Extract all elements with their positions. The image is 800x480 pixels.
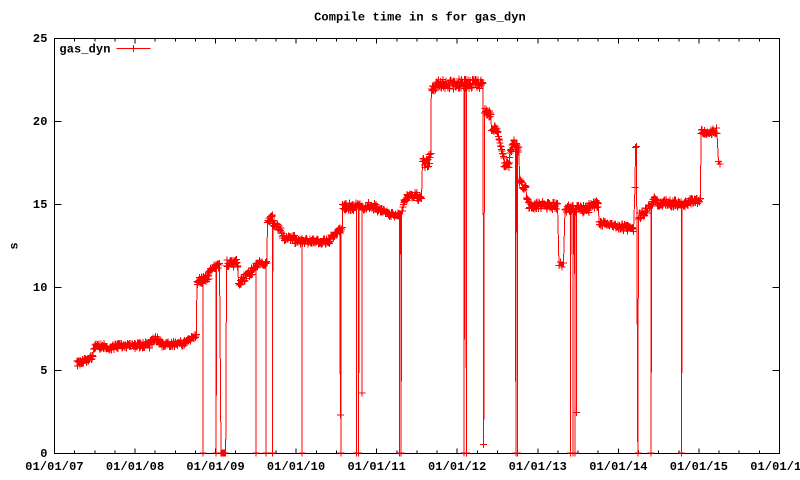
svg-text:20: 20 — [33, 115, 48, 129]
svg-text:10: 10 — [33, 281, 48, 295]
svg-text:0: 0 — [40, 447, 47, 461]
svg-text:01/01/07: 01/01/07 — [25, 460, 83, 474]
svg-text:Compile time in s for gas_dyn: Compile time in s for gas_dyn — [314, 11, 526, 25]
svg-text:01/01/12: 01/01/12 — [428, 460, 486, 474]
svg-text:01/01/16: 01/01/16 — [750, 460, 800, 474]
svg-text:01/01/13: 01/01/13 — [509, 460, 567, 474]
svg-text:01/01/10: 01/01/10 — [267, 460, 325, 474]
svg-text:01/01/14: 01/01/14 — [589, 460, 647, 474]
svg-text:5: 5 — [40, 364, 47, 378]
svg-text:01/01/15: 01/01/15 — [670, 460, 728, 474]
svg-text:01/01/11: 01/01/11 — [347, 460, 405, 474]
svg-text:gas_dyn: gas_dyn — [59, 42, 110, 56]
svg-text:01/01/08: 01/01/08 — [106, 460, 164, 474]
svg-text:s: s — [8, 242, 22, 249]
svg-text:25: 25 — [33, 32, 48, 46]
svg-text:01/01/09: 01/01/09 — [186, 460, 244, 474]
svg-text:15: 15 — [33, 198, 48, 212]
